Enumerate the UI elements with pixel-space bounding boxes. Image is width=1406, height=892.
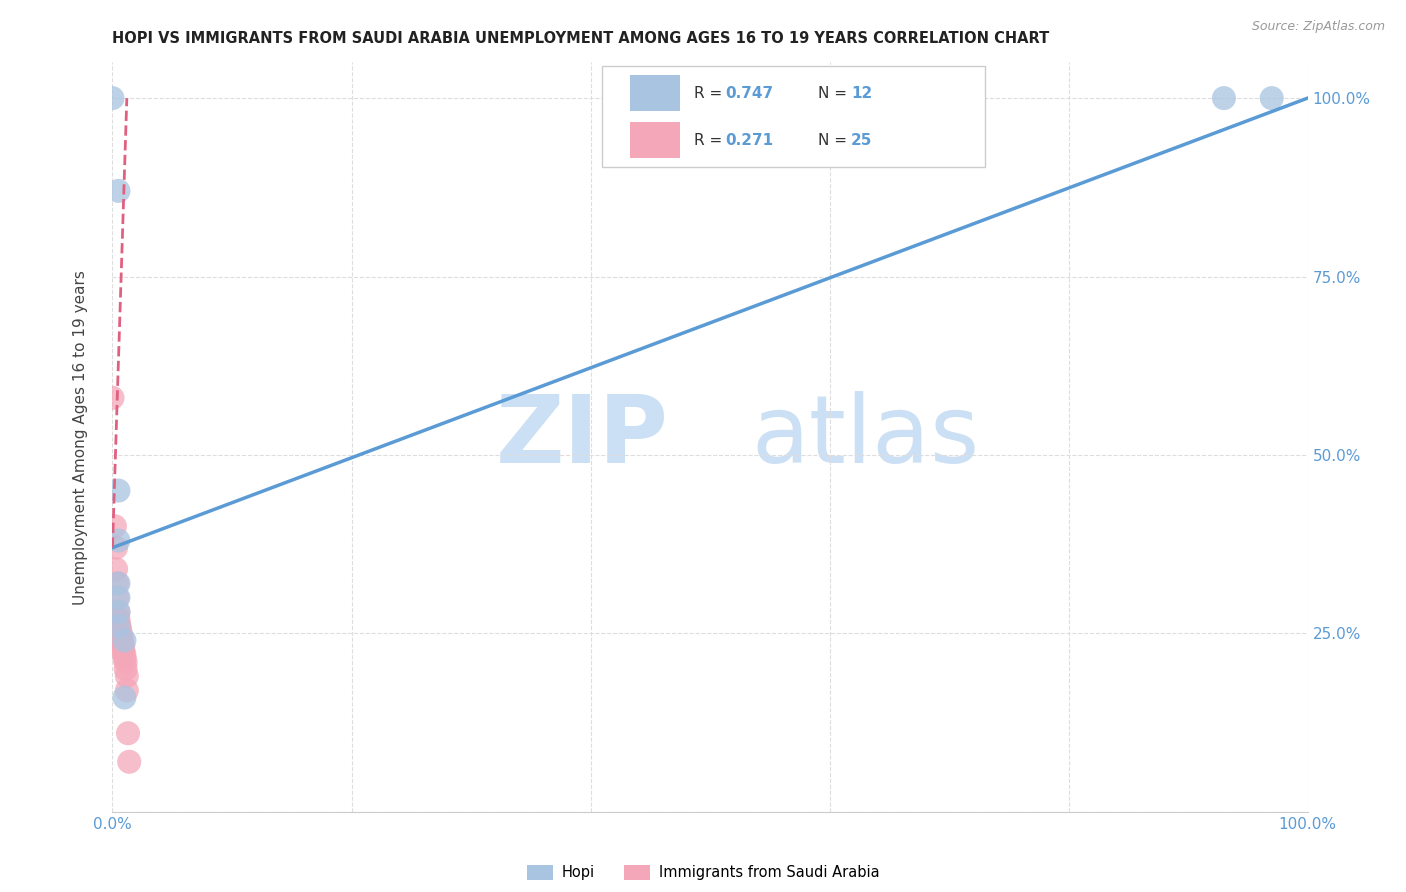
Point [108, 623, 131, 637]
Text: R =: R = [695, 133, 728, 148]
Text: R =: R = [695, 86, 728, 101]
Point [107, 612, 129, 626]
Text: 25: 25 [851, 133, 873, 148]
Point [114, 662, 136, 676]
Text: 12: 12 [851, 86, 872, 101]
Point [118, 755, 141, 769]
Point [107, 576, 129, 591]
Point [105, 591, 128, 605]
Point [115, 683, 138, 698]
Point [108, 619, 131, 633]
FancyBboxPatch shape [630, 75, 681, 112]
Point [114, 690, 135, 705]
Point [1261, 91, 1284, 105]
Y-axis label: Unemployment Among Ages 16 to 19 years: Unemployment Among Ages 16 to 19 years [73, 269, 89, 605]
Point [112, 640, 135, 655]
Text: HOPI VS IMMIGRANTS FROM SAUDI ARABIA UNEMPLOYMENT AMONG AGES 16 TO 19 YEARS CORR: HOPI VS IMMIGRANTS FROM SAUDI ARABIA UNE… [112, 31, 1050, 46]
Point [114, 633, 135, 648]
Point [1213, 91, 1236, 105]
Point [115, 669, 138, 683]
Point [111, 637, 134, 651]
Text: N =: N = [818, 133, 852, 148]
Point [111, 633, 134, 648]
Point [112, 644, 135, 658]
Point [101, 391, 124, 405]
FancyBboxPatch shape [630, 122, 681, 158]
Text: N =: N = [818, 86, 852, 101]
Point [104, 519, 127, 533]
Point [107, 619, 129, 633]
Point [105, 576, 128, 591]
Point [107, 184, 129, 198]
Point [114, 655, 136, 669]
Point [117, 726, 139, 740]
Point [105, 562, 128, 576]
Point [110, 630, 132, 644]
Legend: Hopi, Immigrants from Saudi Arabia: Hopi, Immigrants from Saudi Arabia [526, 865, 880, 880]
Point [101, 91, 124, 105]
FancyBboxPatch shape [603, 66, 986, 168]
Point [107, 533, 129, 548]
Point [107, 605, 129, 619]
Text: 0.747: 0.747 [725, 86, 773, 101]
Text: ZIP: ZIP [495, 391, 668, 483]
Point [107, 615, 129, 630]
Point [105, 541, 128, 555]
Text: Source: ZipAtlas.com: Source: ZipAtlas.com [1251, 20, 1385, 33]
Point [110, 626, 132, 640]
Text: atlas: atlas [752, 391, 980, 483]
Point [114, 651, 135, 665]
Point [114, 648, 135, 662]
Point [107, 591, 129, 605]
Point [107, 483, 129, 498]
Text: 0.271: 0.271 [725, 133, 773, 148]
Point [107, 605, 129, 619]
